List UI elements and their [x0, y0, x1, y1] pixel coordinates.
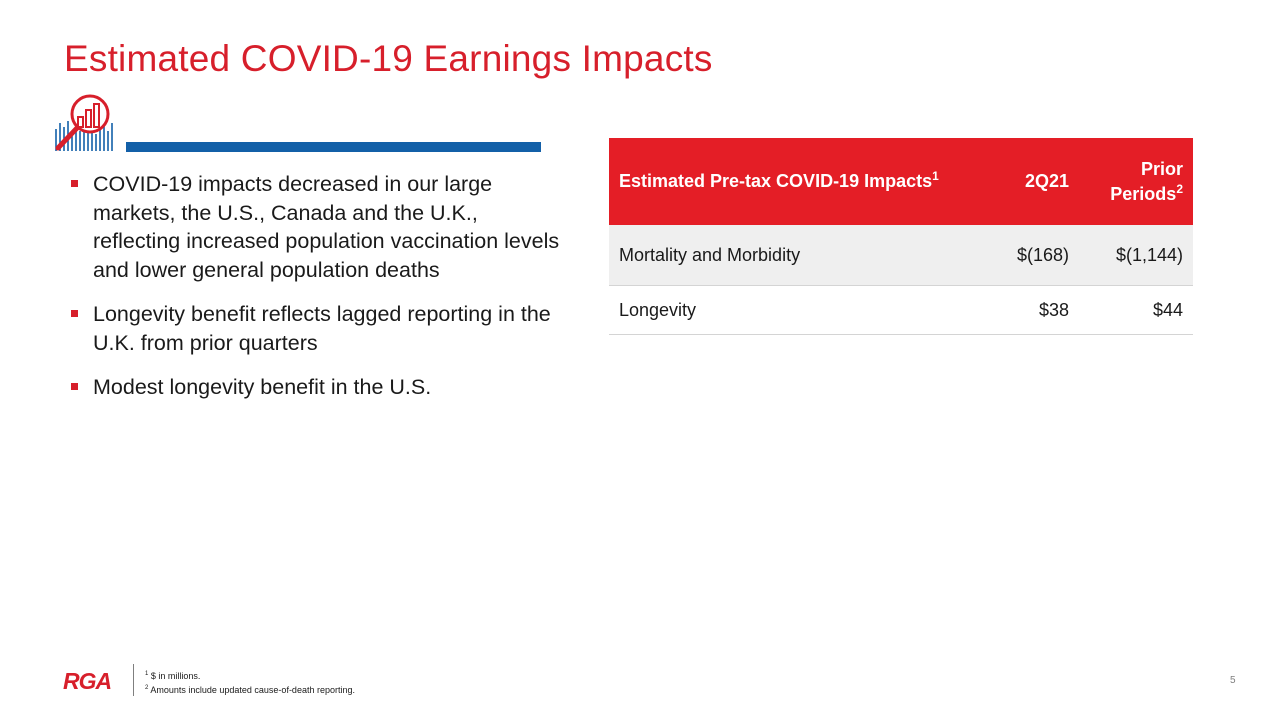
bullet-square-icon	[71, 383, 78, 390]
bullet-item: COVID-19 impacts decreased in our large …	[70, 170, 560, 284]
bullet-item: Modest longevity benefit in the U.S.	[70, 373, 560, 402]
footnote: 2 Amounts include updated cause-of-death…	[145, 685, 355, 695]
rga-logo: RGA	[63, 668, 112, 694]
svg-text:RGA: RGA	[63, 668, 111, 694]
header-prior-periods: Prior Periods2	[1079, 138, 1193, 225]
table-row: Longevity $38 $44	[609, 285, 1193, 335]
header-2q21: 2Q21	[974, 138, 1079, 225]
bullet-square-icon	[71, 180, 78, 187]
bullet-square-icon	[71, 310, 78, 317]
cell-2q21: $(168)	[974, 225, 1079, 286]
bullet-text: Modest longevity benefit in the U.S.	[93, 375, 432, 399]
bullet-item: Longevity benefit reflects lagged report…	[70, 300, 560, 357]
covid-impacts-table: Estimated Pre-tax COVID-19 Impacts1 2Q21…	[609, 138, 1193, 335]
row-label: Mortality and Morbidity	[609, 225, 974, 286]
bullet-text: Longevity benefit reflects lagged report…	[93, 302, 551, 355]
cell-prior: $(1,144)	[1079, 225, 1193, 286]
footnotes: 1 $ in millions. 2 Amounts include updat…	[145, 668, 355, 696]
table-row: Mortality and Morbidity $(168) $(1,144)	[609, 225, 1193, 286]
cell-prior: $44	[1079, 285, 1193, 335]
chart-magnifier-icon	[55, 94, 113, 151]
footer-divider	[133, 664, 134, 696]
page-number: 5	[1230, 675, 1236, 686]
title-underline-bar	[126, 142, 541, 152]
slide-title: Estimated COVID-19 Earnings Impacts	[64, 38, 713, 79]
header-impacts: Estimated Pre-tax COVID-19 Impacts1	[609, 138, 974, 225]
table-header-row: Estimated Pre-tax COVID-19 Impacts1 2Q21…	[609, 138, 1193, 225]
bullet-text: COVID-19 impacts decreased in our large …	[93, 172, 560, 282]
row-label: Longevity	[609, 285, 974, 335]
cell-2q21: $38	[974, 285, 1079, 335]
bullet-list: COVID-19 impacts decreased in our large …	[70, 170, 560, 418]
footnote: 1 $ in millions.	[145, 671, 201, 681]
